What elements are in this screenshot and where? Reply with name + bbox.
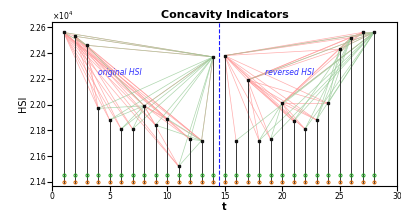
X-axis label: t: t bbox=[222, 202, 227, 212]
Text: $\times10^4$: $\times10^4$ bbox=[52, 10, 73, 22]
Text: reversed HSI: reversed HSI bbox=[265, 68, 314, 77]
Y-axis label: HSI: HSI bbox=[18, 96, 28, 112]
Text: original HSI: original HSI bbox=[98, 68, 142, 77]
Title: Concavity Indicators: Concavity Indicators bbox=[161, 10, 288, 20]
